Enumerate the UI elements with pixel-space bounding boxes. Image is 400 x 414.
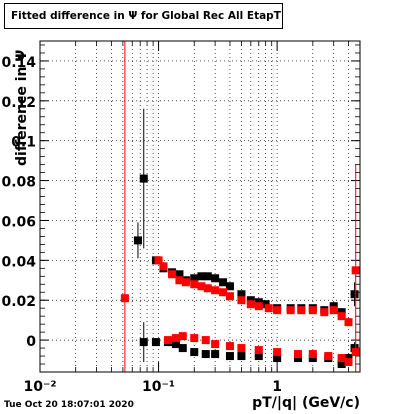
data-point bbox=[308, 350, 317, 359]
series-1 bbox=[120, 41, 360, 372]
axis-tick-labels: 0 0.02 0.04 0.06 0.08 0.1 0.12 0.14 10⁻² 10⁻¹ 1 bbox=[1, 55, 282, 395]
data-point bbox=[308, 306, 317, 315]
data-point bbox=[203, 284, 212, 293]
data-point bbox=[151, 338, 160, 347]
data-point bbox=[254, 352, 263, 361]
data-point bbox=[273, 306, 282, 315]
data-point bbox=[133, 236, 142, 245]
data-point bbox=[168, 270, 177, 279]
y-tick-label: 0.02 bbox=[1, 294, 36, 310]
data-point bbox=[120, 294, 129, 303]
data-point bbox=[178, 332, 187, 341]
data-point bbox=[190, 280, 199, 289]
data-point bbox=[237, 352, 246, 361]
y-axis-label: difference in Ψ bbox=[14, 49, 30, 166]
x-tick-label: 1 bbox=[272, 379, 282, 395]
data-point bbox=[337, 312, 346, 321]
data-point bbox=[178, 344, 187, 353]
grid-lines bbox=[39, 41, 361, 372]
data-point bbox=[225, 292, 234, 301]
data-point bbox=[351, 266, 360, 275]
data-point bbox=[175, 276, 184, 285]
series-0 bbox=[133, 108, 359, 369]
data-point bbox=[225, 282, 234, 291]
y-tick-label: 0.1 bbox=[11, 135, 36, 151]
data-point bbox=[139, 174, 148, 183]
data-point bbox=[344, 318, 353, 327]
data-point bbox=[286, 306, 295, 315]
data-point bbox=[273, 354, 282, 363]
data-point bbox=[324, 352, 333, 361]
data-point bbox=[337, 354, 346, 363]
data-point bbox=[190, 334, 199, 343]
data-point bbox=[254, 302, 263, 311]
data-point bbox=[219, 288, 228, 297]
data-point bbox=[225, 342, 234, 351]
y-tick-label: 0.06 bbox=[1, 214, 36, 230]
data-point bbox=[211, 274, 220, 283]
data-point bbox=[171, 340, 180, 349]
x-tick-label: 10⁻¹ bbox=[142, 379, 175, 395]
data-point bbox=[237, 344, 246, 353]
y-tick-label: 0.14 bbox=[1, 55, 36, 71]
data-point bbox=[344, 358, 353, 367]
data-point bbox=[190, 348, 199, 357]
data-point bbox=[139, 338, 148, 347]
y-tick-label: 0.12 bbox=[1, 95, 36, 111]
data-point bbox=[297, 306, 306, 315]
timestamp: Tue Oct 20 18:07:01 2020 bbox=[4, 400, 134, 410]
data-point bbox=[171, 334, 180, 343]
data-point bbox=[351, 348, 360, 357]
data-point bbox=[181, 278, 190, 287]
data-point bbox=[219, 278, 228, 287]
x-tick-label: 10⁻² bbox=[23, 379, 56, 395]
axis-ticks bbox=[39, 41, 361, 373]
data-point bbox=[264, 304, 273, 313]
data-point bbox=[211, 286, 220, 295]
data-point bbox=[211, 340, 220, 349]
x-axis-label: pT/|q| (GeV/c) bbox=[252, 395, 360, 411]
data-point bbox=[203, 272, 212, 281]
data-point bbox=[163, 336, 172, 345]
data-point bbox=[237, 296, 246, 305]
chart-title-box: Fitted difference in Ψ for Global Rec Al… bbox=[4, 3, 283, 29]
y-tick-label: 0 bbox=[26, 334, 36, 350]
data-point bbox=[254, 346, 263, 355]
data-point bbox=[337, 360, 346, 369]
data-point bbox=[197, 272, 206, 281]
data-point bbox=[154, 256, 163, 265]
data-point bbox=[159, 262, 168, 271]
data-point bbox=[237, 290, 246, 299]
data-point bbox=[225, 352, 234, 361]
data-point bbox=[211, 350, 220, 359]
data-point bbox=[246, 300, 255, 309]
data-point bbox=[201, 350, 210, 359]
data-point bbox=[273, 348, 282, 357]
data-point bbox=[350, 290, 359, 299]
data-points bbox=[120, 41, 360, 372]
y-tick-label: 0.04 bbox=[1, 254, 36, 270]
y-tick-label: 0.08 bbox=[1, 175, 36, 191]
data-point bbox=[197, 282, 206, 291]
data-point bbox=[175, 270, 184, 279]
data-point bbox=[201, 336, 210, 345]
data-point bbox=[320, 308, 329, 317]
plot-frame bbox=[39, 40, 361, 373]
chart-title: Fitted difference in Ψ for Global Rec Al… bbox=[11, 10, 281, 22]
data-point bbox=[190, 274, 199, 283]
data-point bbox=[329, 306, 338, 315]
data-point bbox=[294, 350, 303, 359]
